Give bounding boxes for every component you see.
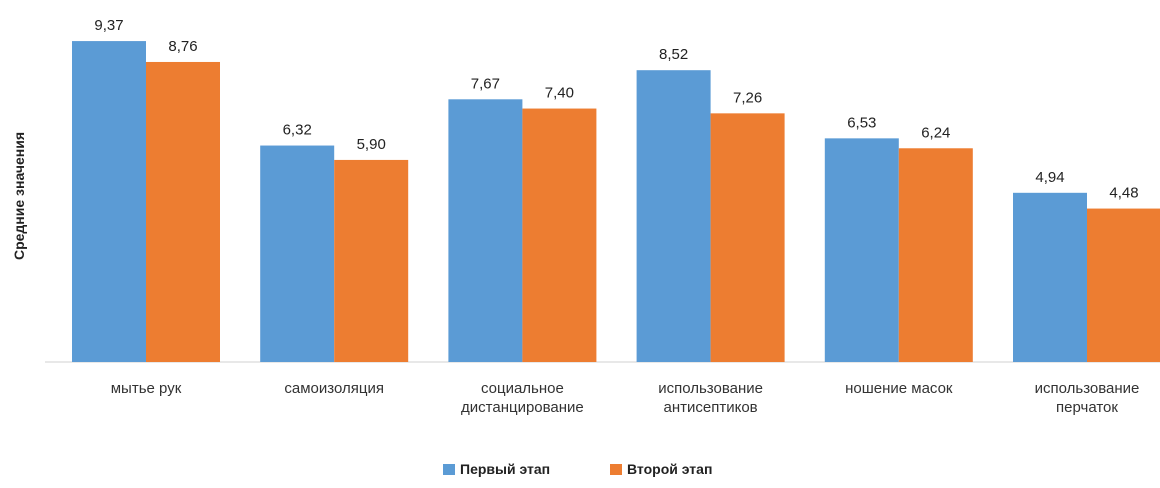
data-label: 8,76: [168, 38, 197, 55]
data-label: 6,24: [921, 124, 950, 141]
category-label: ношение масок: [845, 380, 953, 397]
bar-second-stage-3: [710, 113, 785, 362]
bar-first-stage-4: [824, 138, 899, 362]
data-label: 7,26: [733, 89, 762, 106]
bar-second-stage-0: [146, 61, 220, 362]
bar-first-stage-0: [72, 41, 146, 362]
data-label: 8,52: [659, 46, 688, 63]
bars-layer: [72, 41, 1160, 363]
legend: Первый этап Второй этап: [443, 461, 712, 477]
legend-label: Второй этап: [627, 461, 712, 477]
data-label: 7,67: [471, 75, 500, 92]
category-labels-layer: мытье рук самоизоляция социальное дистанцир…: [111, 380, 1140, 416]
legend-swatch: [610, 464, 622, 475]
bar-first-stage-2: [448, 99, 523, 363]
legend-label: Первый этап: [460, 461, 550, 477]
bar-second-stage-5: [1087, 208, 1160, 362]
data-label: 5,90: [357, 136, 386, 153]
bar-second-stage-4: [898, 148, 973, 362]
y-axis-title: Средние значения: [11, 132, 27, 260]
category-label: использование антисептиков: [658, 380, 763, 416]
data-labels-layer: 9,37 8,76 6,32 5,90 7,67 7,40 8,52 7,26 6,53 6,24…: [94, 17, 1138, 201]
data-label: 4,94: [1035, 169, 1064, 186]
data-label: 6,32: [283, 122, 312, 139]
category-label: социальное дистанцирование: [461, 380, 584, 416]
data-label: 4,48: [1109, 185, 1138, 202]
category-label: самоизоляция: [284, 380, 384, 397]
category-label: мытье рук: [111, 380, 182, 397]
bar-first-stage-1: [260, 145, 335, 362]
legend-swatch: [443, 464, 455, 475]
data-label: 7,40: [545, 85, 574, 102]
bar-first-stage-3: [636, 70, 711, 362]
category-label: использование перчаток: [1035, 380, 1140, 416]
data-label: 6,53: [847, 114, 876, 131]
bar-second-stage-1: [334, 159, 409, 362]
data-label: 9,37: [94, 17, 123, 34]
bar-second-stage-2: [522, 108, 597, 362]
bar-first-stage-5: [1013, 192, 1087, 362]
